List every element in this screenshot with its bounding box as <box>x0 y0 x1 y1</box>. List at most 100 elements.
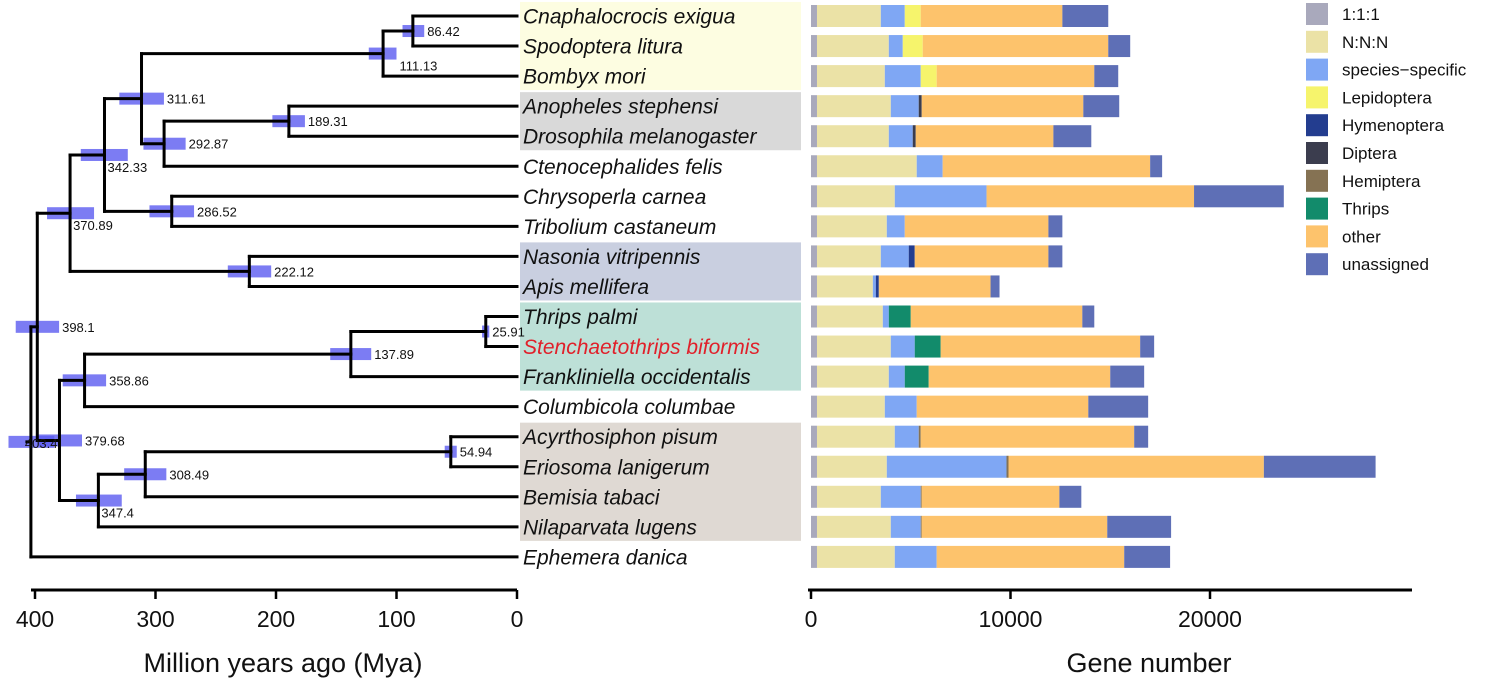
bar-tribolium-castaneum-unassigned <box>1048 215 1063 238</box>
bar-chrysoperla-carnea-1-1-1 <box>811 185 817 208</box>
bar-columbicola-columbae-1-1-1 <box>811 395 817 418</box>
legend-swatch-unassigned <box>1306 253 1328 276</box>
legend-label-lepidoptera: Lepidoptera <box>1342 88 1432 107</box>
bar-cnaphalocrocis-exigua-other <box>920 5 1063 27</box>
bar-frankliniella-occidentalis-unassigned <box>1110 365 1145 388</box>
bar-acyrthosiphon-pisum-unassigned <box>1134 425 1149 448</box>
time-axis-tick-label-100: 100 <box>377 606 415 632</box>
bar-eriosoma-lanigerum-hemiptera <box>1006 455 1009 478</box>
species-label-bemisia-tabaci: Bemisia tabaci <box>523 486 661 509</box>
bar-stenchaetothrips-biformis-other <box>940 335 1141 358</box>
bar-thrips-palmi-thrips <box>888 305 911 328</box>
bar-nasonia-vitripennis-hymenoptera <box>908 245 915 268</box>
bar-thrips-palmi-species-specific <box>882 305 889 328</box>
node-label-n6: 286.52 <box>197 204 237 219</box>
bar-nilaparvata-lugens-other <box>921 515 1108 538</box>
legend-swatch-other <box>1306 225 1328 248</box>
time-axis-tick-label-300: 300 <box>136 606 174 632</box>
legend-label-diptera: Diptera <box>1342 144 1397 163</box>
legend-label-hymenoptera: Hymenoptera <box>1342 116 1445 135</box>
bar-columbicola-columbae-unassigned <box>1088 395 1149 418</box>
time-axis-tick-label-0: 0 <box>511 606 524 632</box>
bar-acyrthosiphon-pisum-n-n-n <box>816 425 895 448</box>
bar-nilaparvata-lugens-unassigned <box>1107 515 1172 538</box>
bar-chrysoperla-carnea-n-n-n <box>816 185 895 208</box>
bar-eriosoma-lanigerum-other <box>1008 455 1264 478</box>
bar-ephemera-danica-1-1-1 <box>811 545 817 568</box>
bar-nasonia-vitripennis-n-n-n <box>816 245 881 268</box>
bar-apis-mellifera-n-n-n <box>816 275 873 298</box>
legend-label-unassigned: unassigned <box>1342 255 1429 274</box>
bar-apis-mellifera-other <box>878 275 991 298</box>
legend-swatch-hemiptera <box>1306 169 1328 192</box>
species-label-apis-mellifera: Apis mellifera <box>521 276 649 299</box>
bar-cnaphalocrocis-exigua-lepidoptera <box>904 5 921 27</box>
node-label-n11: 137.89 <box>374 347 414 362</box>
gene-axis-title: Gene number <box>1066 648 1231 678</box>
legend-swatch-1-1-1 <box>1306 3 1328 25</box>
node-label-n17: 398.1 <box>62 320 95 335</box>
gene-number-axis: 0 10000 20000 Gene number <box>805 588 1412 678</box>
bar-drosophila-melanogaster-other <box>915 125 1054 148</box>
bar-nasonia-vitripennis-other <box>914 245 1049 268</box>
group-box-diptera <box>520 92 801 151</box>
bar-bemisia-tabaci-n-n-n <box>816 485 881 508</box>
legend-swatch-n-n-n <box>1306 30 1328 53</box>
bar-drosophila-melanogaster-n-n-n <box>816 125 889 148</box>
bar-stenchaetothrips-biformis-unassigned <box>1140 335 1155 358</box>
bar-eriosoma-lanigerum-n-n-n <box>816 455 887 478</box>
gene-bars <box>811 5 1376 568</box>
species-label-chrysoperla-carnea: Chrysoperla carnea <box>523 186 706 209</box>
bar-spodoptera-litura-1-1-1 <box>811 35 817 58</box>
node-label-n4: 292.87 <box>189 137 229 152</box>
time-axis-title: Million years ago (Mya) <box>143 648 422 678</box>
bar-nilaparvata-lugens-species-specific <box>890 515 921 538</box>
bar-thrips-palmi-n-n-n <box>816 305 883 328</box>
bar-acyrthosiphon-pisum-species-specific <box>894 425 919 448</box>
bar-nilaparvata-lugens-1-1-1 <box>811 515 817 538</box>
bar-thrips-palmi-unassigned <box>1082 305 1095 328</box>
species-label-nilaparvata-lugens: Nilaparvata lugens <box>523 516 697 539</box>
time-axis-tick-label-400: 400 <box>16 606 54 632</box>
node-label-n5: 311.61 <box>167 92 206 107</box>
legend-swatch-diptera <box>1306 142 1328 164</box>
bar-columbicola-columbae-other <box>916 395 1089 418</box>
species-label-tribolium-castaneum: Tribolium castaneum <box>523 216 716 239</box>
bar-anopheles-stephensi-n-n-n <box>816 95 891 118</box>
bar-stenchaetothrips-biformis-n-n-n <box>816 335 891 358</box>
bar-ephemera-danica-n-n-n <box>816 545 895 568</box>
bar-frankliniella-occidentalis-n-n-n <box>816 365 889 388</box>
bar-columbicola-columbae-species-specific <box>884 395 917 418</box>
bar-bemisia-tabaci-hemiptera <box>920 485 922 508</box>
bar-frankliniella-occidentalis-species-specific <box>888 365 905 388</box>
bar-cnaphalocrocis-exigua-1-1-1 <box>811 5 817 27</box>
node-label-n1: 86.42 <box>427 24 460 39</box>
tree-branches <box>25 14 519 559</box>
legend-label-other: other <box>1342 227 1381 246</box>
bar-bemisia-tabaci-1-1-1 <box>811 485 817 508</box>
legend-swatch-thrips <box>1306 197 1328 220</box>
species-label-stenchaetothrips-biformis: Stenchaetothrips biformis <box>523 336 760 359</box>
bar-nilaparvata-lugens-hemiptera <box>920 515 922 538</box>
bar-apis-mellifera-hymenoptera <box>875 275 879 298</box>
bar-thrips-palmi-1-1-1 <box>811 305 817 328</box>
legend-swatch-species-specific <box>1306 58 1328 81</box>
time-axis: 400 300 200 100 0 Million years ago (Mya) <box>16 588 524 678</box>
bar-ctenocephalides-felis-unassigned <box>1150 155 1163 178</box>
bar-columbicola-columbae-n-n-n <box>816 395 885 418</box>
bar-anopheles-stephensi-unassigned <box>1083 95 1120 118</box>
species-label-ephemera-danica: Ephemera danica <box>523 546 688 569</box>
bar-cnaphalocrocis-exigua-unassigned <box>1062 5 1109 27</box>
group-box-hymenoptera <box>520 242 801 301</box>
bar-chrysoperla-carnea-other <box>986 185 1195 208</box>
gene-axis-tick-label-20000: 20000 <box>1178 606 1242 632</box>
bar-ctenocephalides-felis-n-n-n <box>816 155 917 178</box>
node-label-n18: 403.4 <box>25 436 58 451</box>
bar-apis-mellifera-unassigned <box>990 275 1000 298</box>
node-label-n15: 347.4 <box>101 506 134 521</box>
bar-bombyx-mori-lepidoptera <box>920 65 937 88</box>
bar-bemisia-tabaci-other <box>921 485 1060 508</box>
legend-swatch-lepidoptera <box>1306 86 1328 109</box>
bar-tribolium-castaneum-1-1-1 <box>811 215 817 238</box>
bar-spodoptera-litura-unassigned <box>1108 35 1131 58</box>
